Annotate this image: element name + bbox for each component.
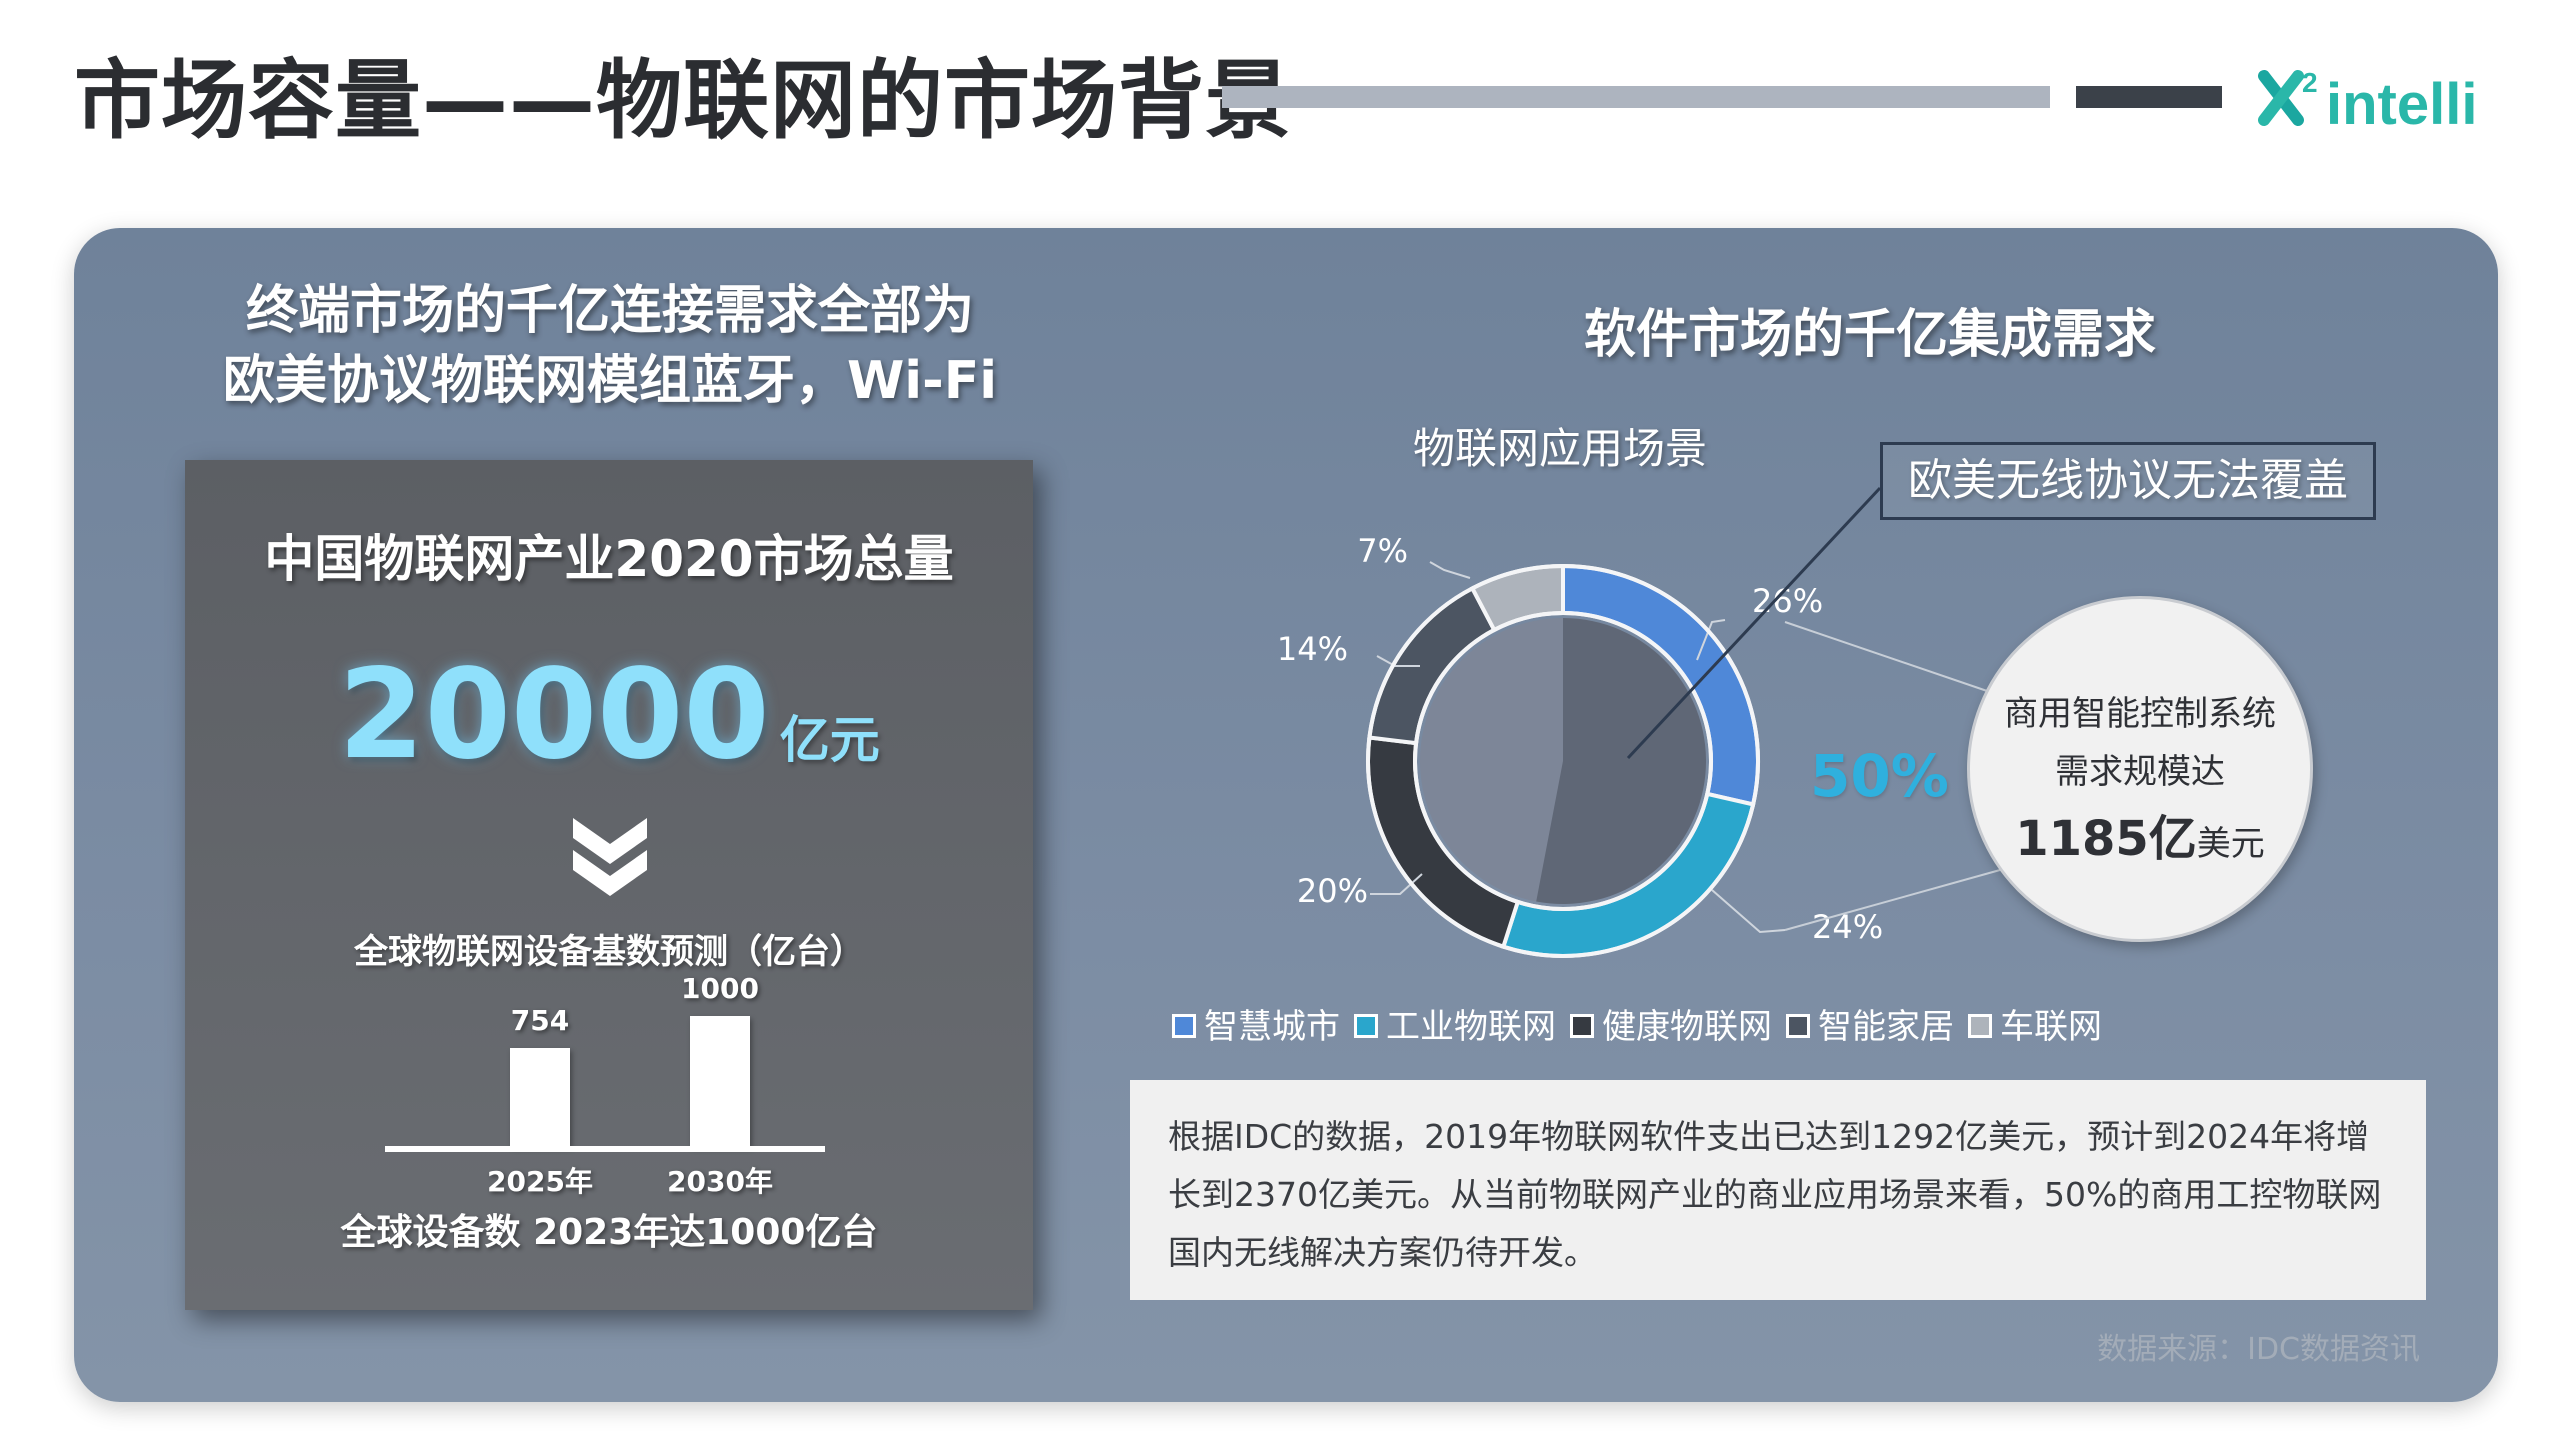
chart-baseline <box>385 1146 825 1152</box>
label-leader-line <box>1429 561 1471 579</box>
legend-item: 车联网 <box>1968 1000 2102 1054</box>
slice-percent-label: 24% <box>1812 908 1883 946</box>
left-heading-line1: 终端市场的千亿连接需求全部为 <box>245 281 974 341</box>
chart-title: 物联网应用场景 <box>1412 424 1707 473</box>
legend-swatch <box>1172 1013 1196 1038</box>
stat-connector-top <box>1784 621 1991 693</box>
forecast-bar-2030 <box>690 1016 750 1146</box>
big-number-unit: 亿元 <box>779 711 880 769</box>
label-leader-line <box>1370 873 1423 895</box>
legend-label: 车联网 <box>2000 1007 2102 1047</box>
donut-outer-border <box>1366 564 1760 958</box>
donut-inner-border <box>1413 611 1713 911</box>
legend-swatch <box>1786 1013 1810 1038</box>
card-title: 中国物联网产业2020市场总量 <box>264 530 954 588</box>
title-divider-dark <box>2076 86 2222 108</box>
bar-category-label: 2025年 <box>487 1165 593 1198</box>
bar-value-label: 1000 <box>681 972 759 1005</box>
legend-label: 工业物联网 <box>1386 1007 1556 1047</box>
right-heading: 软件市场的千亿集成需求 <box>1583 305 2156 365</box>
logo-wordmark: intelli <box>2326 72 2477 136</box>
big-number: 20000 <box>338 643 770 787</box>
page-title: 市场容量——物联网的市场背景 <box>74 51 1292 151</box>
legend-item: 智慧城市 <box>1172 1000 1340 1054</box>
legend-swatch <box>1354 1013 1378 1038</box>
big-percent-label: 50% <box>1810 742 1949 810</box>
legend-swatch <box>1570 1013 1594 1038</box>
stat-value: 1185亿 <box>2015 811 2197 867</box>
callout-pointer-line <box>1626 486 1882 760</box>
double-chevron-down-icon <box>573 818 647 896</box>
bar-category-label: 2030年 <box>667 1165 773 1198</box>
slice-percent-label: 7% <box>1357 532 1408 570</box>
chart-legend: 智慧城市 工业物联网 健康物联网 智能家居 车联网 <box>1172 1000 2116 1054</box>
legend-item: 智能家居 <box>1786 1000 1954 1054</box>
device-footnote: 全球设备数 2023年达1000亿台 <box>340 1212 878 1253</box>
inner-pie-slice <box>1536 618 1706 904</box>
info-text: 根据IDC的数据，2019年物联网软件支出已达到1292亿美元，预计到2024年… <box>1130 1080 2426 1300</box>
label-leader-line <box>1696 619 1726 661</box>
stat-connector-bottom <box>1784 869 2001 931</box>
data-source: 数据来源：IDC数据资讯 <box>2097 1332 2420 1367</box>
label-leader-line <box>1376 655 1420 667</box>
brand-logo: 2 intelli <box>2258 67 2477 136</box>
legend-item: 工业物联网 <box>1354 1000 1556 1054</box>
market-size-card: 中国物联网产业2020市场总量 20000 亿元 全球物联网设备基数预测（亿台） … <box>185 460 1033 1310</box>
stat-unit: 美元 <box>2196 824 2265 864</box>
stat-circle: 商用智能控制系统 需求规模达 1185亿美元 <box>1967 596 2313 942</box>
slice-percent-label: 20% <box>1297 872 1368 910</box>
stat-value-row: 1185亿美元 <box>1970 809 2310 880</box>
application-donut-chart: 26%24%20%14%7% <box>1277 486 2001 958</box>
bar-value-label: 754 <box>510 1003 570 1037</box>
legend-label: 智慧城市 <box>1204 1007 1340 1047</box>
forecast-title: 全球物联网设备基数预测（亿台） <box>354 932 864 972</box>
logo-superscript: 2 <box>2302 67 2318 98</box>
legend-label: 智能家居 <box>1818 1007 1954 1047</box>
legend-item: 健康物联网 <box>1570 1000 1772 1054</box>
left-heading-line2: 欧美协议物联网模组蓝牙，Wi-Fi <box>222 351 998 411</box>
slice-percent-label: 14% <box>1277 630 1348 668</box>
stat-line2: 需求规模达 <box>2055 752 2225 792</box>
label-leader-line <box>1711 889 1786 934</box>
callout-box: 欧美无线协议无法覆盖 <box>1880 442 2376 520</box>
market-size-value: 20000 亿元 <box>185 640 1033 827</box>
legend-label: 健康物联网 <box>1602 1007 1772 1047</box>
title-divider-light <box>1222 86 2050 108</box>
legend-swatch <box>1968 1013 1992 1038</box>
stat-line1: 商用智能控制系统 <box>2004 694 2276 734</box>
forecast-bar-2025 <box>510 1047 570 1146</box>
logo-x-icon <box>2258 70 2304 126</box>
